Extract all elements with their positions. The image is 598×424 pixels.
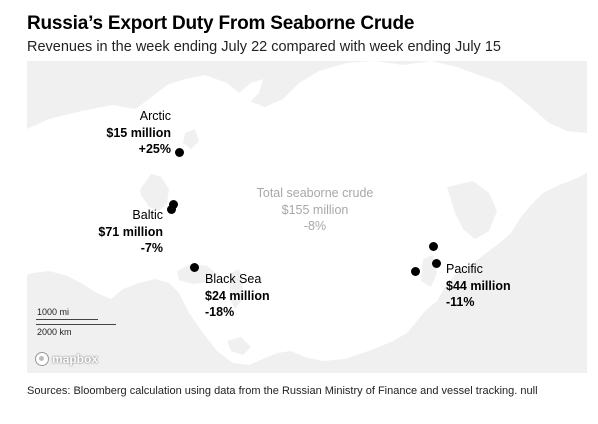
scale-miles: 1000 mi [37, 307, 70, 317]
caspian-sea [229, 269, 243, 309]
scandinavia [113, 121, 177, 195]
pacific-value: $44 million [446, 278, 511, 293]
arctic-value: $15 million [106, 125, 171, 140]
black-sea-change: -18% [205, 305, 235, 319]
baltic-name: Baltic [132, 208, 163, 222]
arctic-label: Arctic $15 million +25% [89, 108, 171, 158]
black-sea-name: Black Sea [205, 272, 262, 286]
mapbox-logo-icon [35, 352, 49, 366]
sea-of-okhotsk [447, 181, 497, 239]
scale-km: 2000 km [37, 327, 72, 337]
baltic-value: $71 million [98, 224, 163, 239]
novaya-zemlya [237, 79, 263, 107]
mapbox-attribution[interactable]: mapbox [35, 352, 98, 366]
arctic-islands [347, 67, 359, 77]
arctic-name: Arctic [139, 109, 171, 123]
baltic-marker-2[interactable] [167, 205, 176, 214]
baltic-marker[interactable] [169, 200, 178, 209]
scale-line-km [36, 324, 116, 325]
black-sea-marker[interactable] [190, 263, 199, 272]
pacific-name: Pacific [446, 262, 483, 276]
black-sea-value: $24 million [205, 288, 270, 303]
map-area[interactable]: Arctic $15 million +25% Baltic $71 milli… [27, 61, 587, 373]
japan [423, 251, 453, 311]
kamchatka [497, 173, 515, 213]
baltic-label: Baltic $71 million -7% [85, 207, 163, 257]
pacific-label: Pacific $44 million -11% [446, 261, 511, 311]
black-sea [177, 264, 217, 284]
pacific-marker-east[interactable] [432, 259, 441, 268]
source-note: Sources: Bloomberg calculation using dat… [27, 385, 538, 397]
pacific-marker-west[interactable] [411, 267, 420, 276]
great-britain [77, 173, 99, 209]
map-title: Russia’s Export Duty From Seaborne Crude [27, 13, 415, 34]
persian-gulf [227, 337, 251, 355]
baltic-change: -7% [140, 241, 163, 255]
mapbox-wordmark: mapbox [52, 352, 99, 366]
total-value: $155 million [281, 202, 349, 217]
sakhalin [435, 221, 445, 249]
basemap [27, 61, 587, 365]
pacific-marker-north[interactable] [429, 242, 438, 251]
black-sea-label: Black Sea $24 million -18% [205, 271, 270, 321]
arctic-change: +25% [138, 142, 171, 156]
total-label: Total seaborne crude $155 million -8% [245, 185, 385, 235]
scale-line-miles [36, 319, 98, 320]
white-sea [183, 129, 199, 149]
arctic-marker[interactable] [175, 148, 184, 157]
pacific-change: -11% [446, 295, 475, 309]
total-change: -8% [303, 219, 327, 233]
total-name: Total seaborne crude [256, 186, 374, 200]
baltic-sea [139, 173, 169, 211]
map-subtitle: Revenues in the week ending July 22 comp… [27, 39, 501, 55]
mediterranean-sea [27, 293, 173, 331]
